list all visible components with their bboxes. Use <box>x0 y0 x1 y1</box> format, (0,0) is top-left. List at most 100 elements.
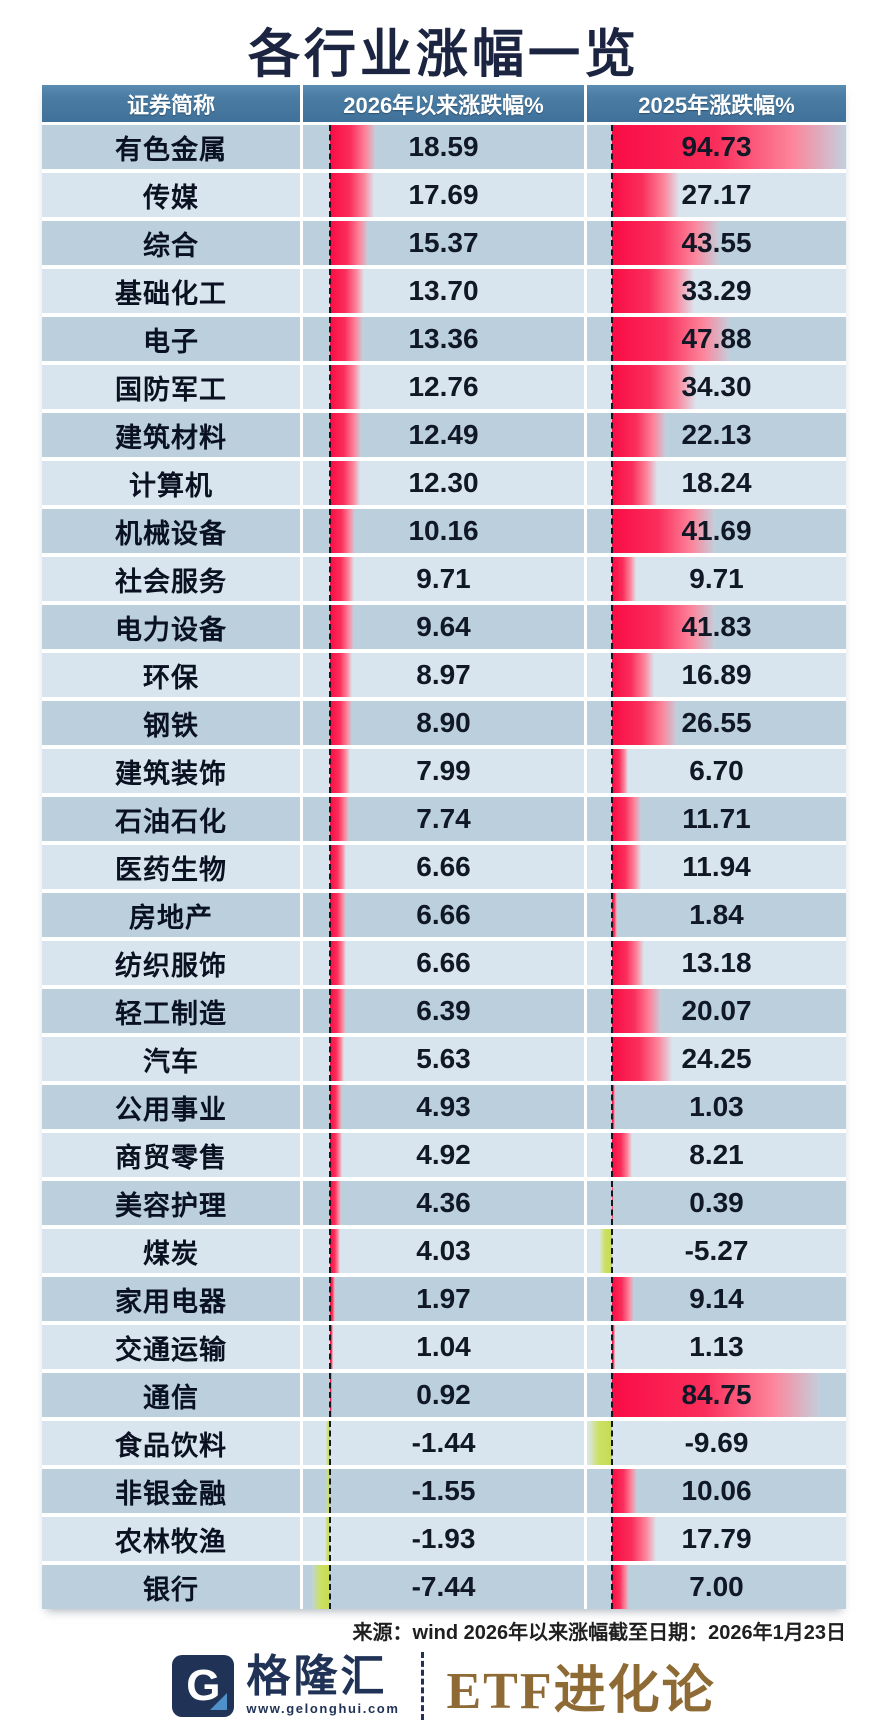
table-row: 家用电器 1.97 9.14 <box>42 1277 846 1321</box>
axis-line-2026 <box>329 317 331 361</box>
gain-bar-2026 <box>330 317 363 361</box>
value-2026: -1.55 <box>411 1475 476 1506</box>
value-cell-2025: 33.29 <box>587 269 846 313</box>
gelonghui-url: www.gelonghui.com <box>246 1701 400 1716</box>
gain-bar-2026 <box>326 1469 330 1513</box>
industry-name: 汽车 <box>143 1046 199 1077</box>
industry-name: 公用事业 <box>115 1094 227 1125</box>
value-cell-2025: 8.21 <box>587 1133 846 1177</box>
table-row: 建筑装饰 7.99 6.70 <box>42 749 846 793</box>
axis-line-2025 <box>611 221 613 265</box>
table-row: 机械设备 10.16 41.69 <box>42 509 846 553</box>
gain-bar-2026 <box>330 413 361 457</box>
axis-line-2026 <box>329 1037 331 1081</box>
gain-bar-2025 <box>612 1325 615 1369</box>
axis-line-2026 <box>329 1517 331 1561</box>
table-row: 煤炭 4.03 -5.27 <box>42 1229 846 1273</box>
industry-name: 美容护理 <box>115 1190 227 1221</box>
axis-line-2025 <box>611 317 613 361</box>
value-cell-2025: 20.07 <box>587 989 846 1033</box>
axis-line-2026 <box>329 653 331 697</box>
industry-name-cell: 社会服务 <box>42 557 300 601</box>
industry-name-cell: 农林牧渔 <box>42 1517 300 1561</box>
axis-line-2026 <box>329 1565 331 1609</box>
industry-name: 农林牧渔 <box>115 1526 227 1557</box>
axis-line-2026 <box>329 413 331 457</box>
axis-line-2025 <box>611 1469 613 1513</box>
table-row: 电子 13.36 47.88 <box>42 317 846 361</box>
axis-line-2025 <box>611 413 613 457</box>
industry-name-cell: 电子 <box>42 317 300 361</box>
axis-line-2025 <box>611 1181 613 1225</box>
value-cell-2026: 4.92 <box>303 1133 584 1177</box>
value-2026: 6.66 <box>416 851 471 882</box>
industry-name-cell: 基础化工 <box>42 269 300 313</box>
axis-line-2026 <box>329 1277 331 1321</box>
value-cell-2026: 8.97 <box>303 653 584 697</box>
gain-bar-2026 <box>330 989 346 1033</box>
gain-bar-2026 <box>330 1085 343 1129</box>
gain-bar-2025 <box>612 125 846 169</box>
value-cell-2026: 17.69 <box>303 173 584 217</box>
gain-bar-2026 <box>330 653 353 697</box>
table-row: 轻工制造 6.39 20.07 <box>42 989 846 1033</box>
industry-name: 商贸零售 <box>115 1142 227 1173</box>
value-cell-2026: 6.66 <box>303 893 584 937</box>
table-row: 公用事业 4.93 1.03 <box>42 1085 846 1129</box>
industry-name: 非银金融 <box>115 1478 227 1509</box>
value-cell-2025: 27.17 <box>587 173 846 217</box>
header-security-name: 证券简称 <box>42 85 300 122</box>
axis-line-2026 <box>329 1133 331 1177</box>
value-cell-2026: 18.59 <box>303 125 584 169</box>
table-row: 基础化工 13.70 33.29 <box>42 269 846 313</box>
value-cell-2026: 9.64 <box>303 605 584 649</box>
value-cell-2026: -1.55 <box>303 1469 584 1513</box>
industry-name: 机械设备 <box>115 518 227 549</box>
gain-bar-2026 <box>330 893 347 937</box>
gain-bar-2025 <box>612 893 617 937</box>
gain-bar-2026 <box>330 461 361 505</box>
table-row: 商贸零售 4.92 8.21 <box>42 1133 846 1177</box>
axis-line-2026 <box>329 269 331 313</box>
value-2026: 7.74 <box>416 803 471 834</box>
axis-line-2026 <box>329 1469 331 1513</box>
value-cell-2026: 1.97 <box>303 1277 584 1321</box>
value-cell-2025: 11.94 <box>587 845 846 889</box>
industry-name: 基础化工 <box>115 278 227 309</box>
value-cell-2025: 47.88 <box>587 317 846 361</box>
gain-bar-2025 <box>612 269 694 313</box>
value-2025: 18.24 <box>681 467 752 498</box>
axis-line-2026 <box>329 509 331 553</box>
industry-name-cell: 建筑装饰 <box>42 749 300 793</box>
axis-line-2026 <box>329 749 331 793</box>
industry-name-cell: 综合 <box>42 221 300 265</box>
value-cell-2026: 12.49 <box>303 413 584 457</box>
industry-name: 有色金属 <box>115 134 227 165</box>
gain-bar-2025 <box>612 1277 635 1321</box>
value-cell-2025: 1.84 <box>587 893 846 937</box>
value-cell-2025: 6.70 <box>587 749 846 793</box>
industry-name-cell: 非银金融 <box>42 1469 300 1513</box>
value-2026: 1.04 <box>416 1331 471 1362</box>
gelonghui-wordmark: 格隆汇 www.gelonghui.com <box>246 1655 400 1717</box>
value-2025: 94.73 <box>681 131 752 162</box>
axis-line-2025 <box>611 125 613 169</box>
value-2025: 13.18 <box>681 947 752 978</box>
industry-name: 食品饮料 <box>115 1430 227 1461</box>
table-row: 社会服务 9.71 9.71 <box>42 557 846 601</box>
axis-line-2026 <box>329 461 331 505</box>
axis-line-2026 <box>329 605 331 649</box>
value-cell-2025: 34.30 <box>587 365 846 409</box>
table-row: 银行 -7.44 7.00 <box>42 1565 846 1609</box>
table-row: 农林牧渔 -1.93 17.79 <box>42 1517 846 1561</box>
industry-name: 家用电器 <box>115 1286 227 1317</box>
industry-name: 医药生物 <box>115 854 227 885</box>
industry-name: 国防军工 <box>115 374 227 405</box>
gain-bar-2026 <box>330 365 362 409</box>
value-2026: 13.70 <box>408 275 479 306</box>
value-cell-2025: 24.25 <box>587 1037 846 1081</box>
table-row: 综合 15.37 43.55 <box>42 221 846 265</box>
industry-name: 社会服务 <box>115 566 227 597</box>
axis-line-2025 <box>611 1373 613 1417</box>
industry-name-cell: 医药生物 <box>42 845 300 889</box>
